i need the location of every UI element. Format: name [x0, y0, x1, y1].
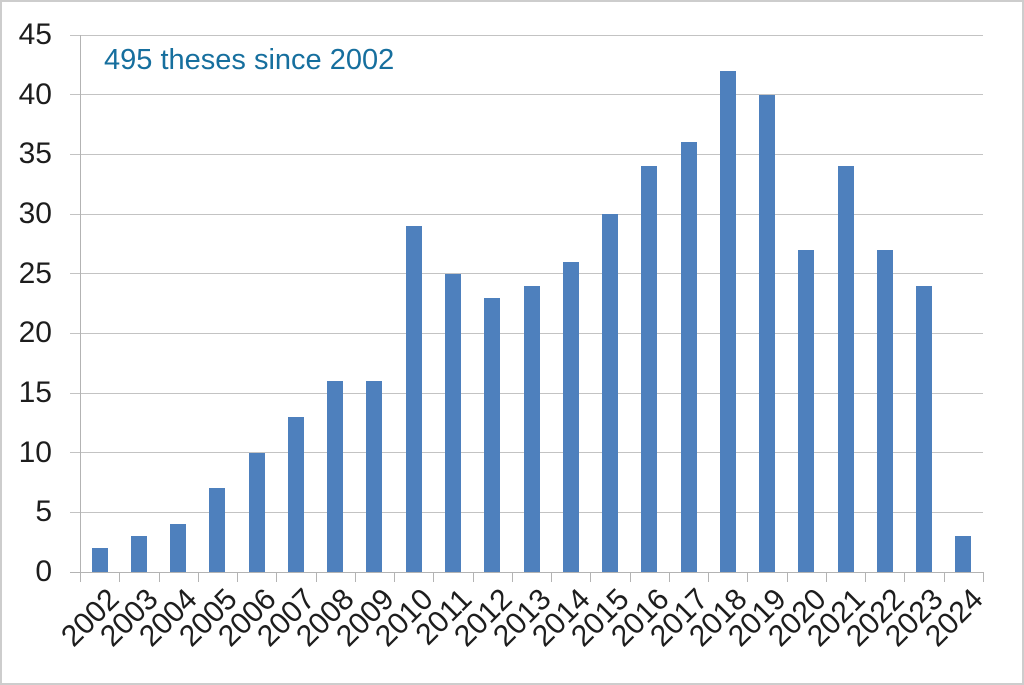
- bar-2005: [209, 488, 226, 572]
- y-tick-label-40: 40: [18, 77, 52, 111]
- gridline-y-0: [70, 571, 983, 573]
- y-tick-label-25: 25: [18, 256, 52, 290]
- bar-2003: [130, 536, 147, 572]
- x-tick-mark: [590, 572, 592, 582]
- x-tick-mark: [80, 572, 81, 582]
- bar-2002: [91, 548, 108, 572]
- x-tick-mark: [983, 572, 984, 582]
- gridline-y-35: [70, 153, 983, 155]
- x-tick-mark: [433, 572, 435, 582]
- x-tick-mark: [786, 572, 788, 582]
- bar-2012: [484, 297, 501, 572]
- x-tick-mark: [237, 572, 239, 582]
- x-tick-mark: [197, 572, 199, 582]
- x-tick-mark: [511, 572, 513, 582]
- x-tick-mark: [119, 572, 121, 582]
- y-axis-line: [80, 35, 81, 572]
- bar-2010: [405, 225, 422, 572]
- x-tick-mark: [472, 572, 474, 582]
- x-tick-mark: [747, 572, 749, 582]
- gridline-y-45: [70, 34, 983, 36]
- chart-title: 495 theses since 2002: [104, 44, 395, 76]
- bar-2021: [837, 166, 854, 572]
- bar-2020: [798, 249, 815, 572]
- bar-2007: [287, 416, 304, 572]
- gridline-y-25: [70, 273, 983, 275]
- bar-2006: [248, 452, 265, 572]
- y-tick-label-20: 20: [18, 316, 52, 350]
- y-tick-label-0: 0: [35, 555, 52, 588]
- gridline-y-40: [70, 94, 983, 96]
- y-tick-label-10: 10: [18, 435, 52, 469]
- bar-2024: [955, 536, 972, 572]
- bar-2014: [562, 261, 579, 572]
- x-tick-mark: [825, 572, 827, 582]
- bar-2004: [170, 524, 187, 572]
- x-tick-mark: [354, 572, 356, 582]
- bar-2022: [876, 249, 893, 572]
- bar-2016: [641, 166, 658, 572]
- y-tick-label-15: 15: [18, 376, 52, 409]
- x-tick-mark: [708, 572, 710, 582]
- bar-2015: [602, 214, 619, 572]
- x-tick-mark: [276, 572, 278, 582]
- y-tick-label-30: 30: [18, 197, 52, 230]
- x-tick-mark: [668, 572, 670, 582]
- bar-2013: [523, 285, 540, 572]
- x-tick-mark: [865, 572, 867, 582]
- gridline-y-30: [70, 213, 983, 215]
- x-tick-mark: [394, 572, 396, 582]
- y-tick-label-5: 5: [35, 495, 52, 529]
- bar-2009: [366, 381, 383, 572]
- bar-2008: [327, 381, 344, 572]
- x-tick-mark: [943, 572, 945, 582]
- x-tick-mark: [904, 572, 906, 582]
- y-tick-label-35: 35: [18, 137, 52, 171]
- x-tick-mark: [158, 572, 160, 582]
- bar-2019: [759, 94, 776, 572]
- x-tick-mark: [629, 572, 631, 582]
- x-tick-mark: [315, 572, 317, 582]
- x-tick-mark: [551, 572, 553, 582]
- bar-2018: [719, 70, 736, 572]
- bar-2011: [444, 273, 461, 572]
- y-tick-label-45: 45: [18, 18, 52, 51]
- bar-2023: [916, 285, 933, 572]
- bar-2017: [680, 142, 697, 572]
